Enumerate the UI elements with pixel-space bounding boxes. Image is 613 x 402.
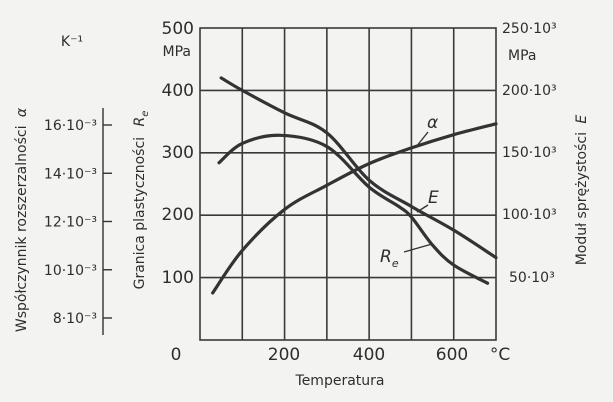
re-tick-500: 500 xyxy=(162,19,194,39)
e-unit: MPa xyxy=(508,48,536,64)
x-axis-label: Temperatura xyxy=(295,373,385,389)
alpha-tick-label: 8·10⁻³ xyxy=(53,311,97,327)
x-tick-0: 0 xyxy=(171,345,182,365)
alpha-ticks: 16·10⁻³ 14·10⁻³ 12·10⁻³ 10·10⁻³ 8·10⁻³ xyxy=(44,118,112,327)
e-tick-200k: 200·10³ xyxy=(502,83,557,99)
e-axis-title: Moduł sprężystości E xyxy=(574,115,590,266)
e-tick-150k: 150·10³ xyxy=(502,145,557,161)
x-tick-600: 600 xyxy=(436,345,468,365)
alpha-tick-label: 16·10⁻³ xyxy=(44,118,97,134)
re-axis-title: Granica plastyczności Re xyxy=(132,111,151,290)
grid xyxy=(199,27,497,341)
e-curve-label: E xyxy=(428,188,439,208)
e-leader xyxy=(416,204,429,213)
re-tick-200: 200 xyxy=(162,205,194,225)
alpha-axis-label: Współczynnik rozszerzalności α xyxy=(14,107,30,332)
alpha-leader xyxy=(415,131,429,148)
re-curve-label: Re xyxy=(380,247,399,270)
x-tick-400: 400 xyxy=(353,345,385,365)
alpha-tick-label: 14·10⁻³ xyxy=(44,166,97,182)
e-tick-50k: 50·10³ xyxy=(509,270,555,286)
series-alpha-line xyxy=(211,122,498,295)
re-tick-400: 400 xyxy=(162,81,194,101)
alpha-unit: K⁻¹ xyxy=(61,34,83,50)
alpha-tick-label: 10·10⁻³ xyxy=(44,263,97,279)
x-unit: °C xyxy=(490,345,510,365)
alpha-tick-label: 12·10⁻³ xyxy=(44,215,97,231)
re-tick-100: 100 xyxy=(162,268,194,288)
e-tick-100k: 100·10³ xyxy=(502,207,557,223)
alpha-curve-label: α xyxy=(427,113,438,133)
alpha-axis-title: Współczynnik rozszerzalności α xyxy=(14,107,30,332)
e-axis-label: Moduł sprężystości E xyxy=(574,115,590,266)
re-leader xyxy=(403,243,433,253)
series-re-line xyxy=(217,133,490,285)
x-tick-200: 200 xyxy=(268,345,300,365)
plot-frame xyxy=(199,27,497,341)
e-tick-250k: 250·10³ xyxy=(502,21,557,37)
re-axis-label: Granica plastyczności Re xyxy=(132,111,151,290)
re-unit: MPa xyxy=(163,44,191,60)
curves xyxy=(211,76,498,295)
series-e-line xyxy=(219,76,498,260)
re-tick-300: 300 xyxy=(162,143,194,163)
